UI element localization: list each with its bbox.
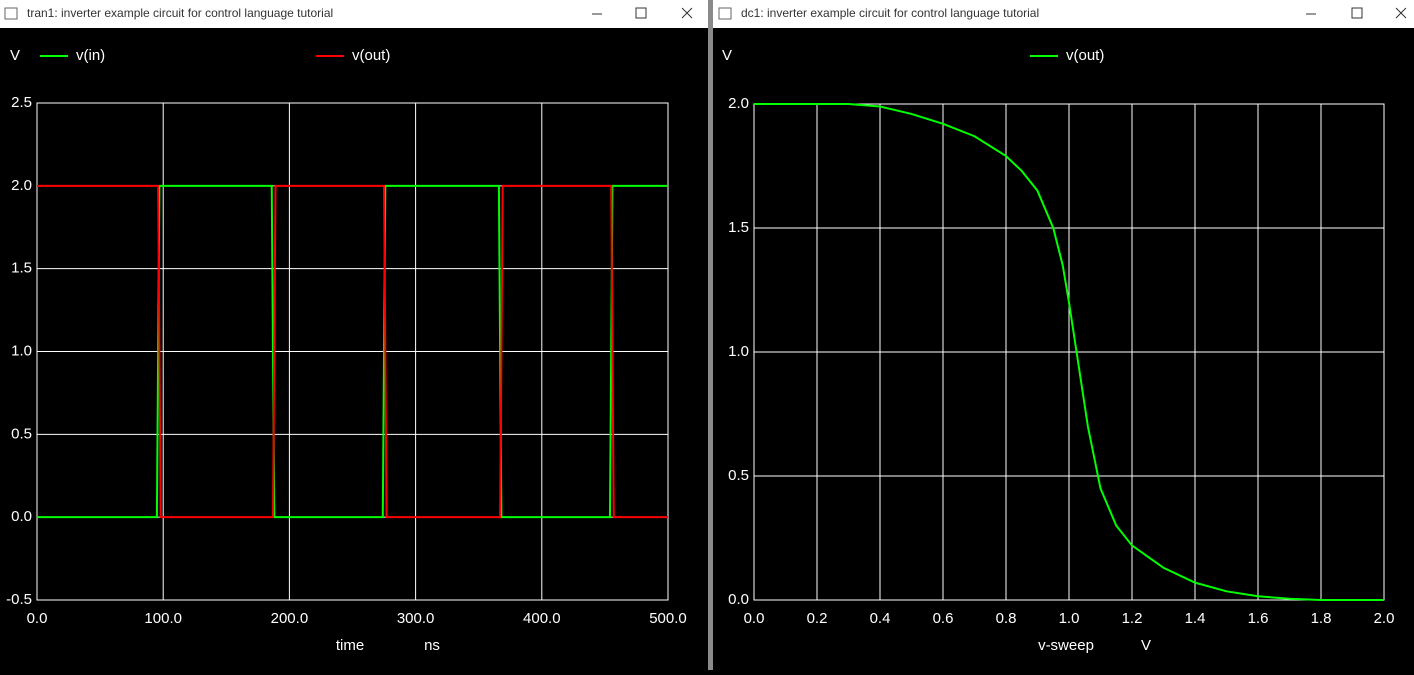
x-tick-label: 0.0 bbox=[27, 610, 48, 627]
legend-label: v(out) bbox=[1066, 47, 1104, 64]
x-tick-label: 100.0 bbox=[144, 610, 182, 627]
y-tick-label: 1.0 bbox=[728, 343, 749, 360]
x-tick-label: 1.8 bbox=[1311, 610, 1332, 627]
x-tick-label: 0.6 bbox=[933, 610, 954, 627]
y-tick-label: 2.0 bbox=[11, 177, 32, 194]
y-tick-label: 2.5 bbox=[11, 94, 32, 111]
x-tick-label: 300.0 bbox=[397, 610, 435, 627]
y-tick-label: 2.0 bbox=[728, 95, 749, 112]
y-tick-label: -0.5 bbox=[6, 591, 32, 608]
legend-label: v(in) bbox=[76, 47, 105, 64]
y-tick-label: 0.5 bbox=[728, 467, 749, 484]
x-tick-label: 400.0 bbox=[523, 610, 561, 627]
window-icon bbox=[718, 7, 732, 20]
window-title: tran1: inverter example circuit for cont… bbox=[27, 6, 333, 20]
y-axis-unit: V bbox=[722, 47, 732, 64]
maximize-button[interactable] bbox=[1351, 7, 1363, 19]
y-axis-unit: V bbox=[10, 47, 20, 64]
x-tick-label: 1.6 bbox=[1248, 610, 1269, 627]
x-tick-label: 1.4 bbox=[1185, 610, 1206, 627]
x-tick-label: 2.0 bbox=[1374, 610, 1395, 627]
window-icon bbox=[4, 7, 18, 20]
x-tick-label: 500.0 bbox=[649, 610, 687, 627]
close-button[interactable] bbox=[1395, 7, 1407, 19]
title-bar bbox=[0, 0, 708, 28]
x-axis-label: time bbox=[336, 637, 364, 654]
x-axis-unit: V bbox=[1141, 637, 1151, 654]
y-tick-label: 1.5 bbox=[11, 260, 32, 277]
y-tick-label: 0.5 bbox=[11, 425, 32, 442]
x-tick-label: 0.2 bbox=[807, 610, 828, 627]
x-tick-label: 1.2 bbox=[1122, 610, 1143, 627]
y-tick-label: 0.0 bbox=[728, 591, 749, 608]
x-axis-unit: ns bbox=[424, 637, 440, 654]
x-tick-label: 1.0 bbox=[1059, 610, 1080, 627]
y-tick-label: 1.5 bbox=[728, 219, 749, 236]
maximize-button[interactable] bbox=[635, 7, 647, 19]
legend-label: v(out) bbox=[352, 47, 390, 64]
y-tick-label: 1.0 bbox=[11, 342, 32, 359]
window-divider bbox=[708, 0, 713, 670]
title-bar bbox=[713, 0, 1414, 28]
x-axis-label: v-sweep bbox=[1038, 637, 1094, 654]
x-tick-label: 200.0 bbox=[271, 610, 309, 627]
x-tick-label: 0.4 bbox=[870, 610, 891, 627]
x-tick-label: 0.8 bbox=[996, 610, 1017, 627]
x-tick-label: 0.0 bbox=[744, 610, 765, 627]
window-title: dc1: inverter example circuit for contro… bbox=[741, 6, 1039, 20]
series-line bbox=[754, 103, 1384, 601]
series-line bbox=[37, 184, 668, 519]
close-button[interactable] bbox=[681, 7, 693, 19]
y-tick-label: 0.0 bbox=[11, 508, 32, 525]
